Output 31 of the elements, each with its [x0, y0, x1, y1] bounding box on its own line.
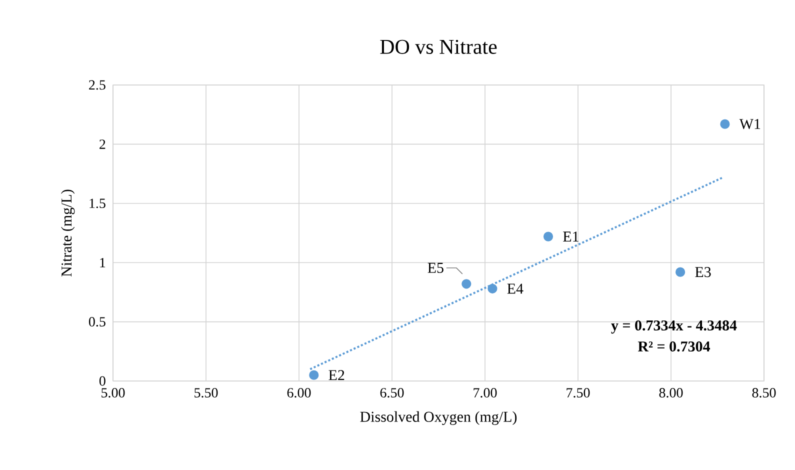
- x-tick-label: 7.50: [566, 388, 590, 398]
- annotation: y = 0.7334x - 4.3484: [611, 320, 737, 334]
- x-tick-label: 6.00: [287, 388, 311, 398]
- annotation: E2: [328, 370, 344, 380]
- x-tick-label: 5.50: [194, 388, 218, 398]
- y-tick-label: 0: [99, 376, 106, 386]
- y-tick-label: 2.5: [89, 80, 106, 90]
- point: [543, 232, 554, 242]
- x-tick-label: 8.00: [659, 388, 683, 398]
- y-axis-title: Nitrate (mg/L): [61, 190, 75, 276]
- point: [488, 284, 498, 294]
- y-tick-label: 1: [100, 258, 106, 268]
- annotation: E5: [428, 262, 444, 273]
- annotation: E4: [507, 284, 524, 294]
- y-tick-label: 1.5: [90, 198, 106, 208]
- x-axis-title: Dissolved Oxygen (mg/L): [360, 411, 517, 425]
- point: [462, 279, 472, 289]
- annotation: E3: [695, 267, 711, 278]
- point: [309, 370, 319, 380]
- x-tick-label: 8.50: [752, 388, 776, 398]
- x-tick-label: 6.50: [380, 388, 404, 398]
- y-tick-label: 0.5: [88, 317, 106, 327]
- chart-title: DO vs Nitrate: [380, 40, 497, 54]
- point: [676, 267, 686, 277]
- x-tick-label: 5.00: [102, 388, 125, 398]
- point: [720, 119, 730, 129]
- annotation: W1: [739, 118, 760, 130]
- annotation: E1: [563, 232, 578, 242]
- y-tick-label: 2: [100, 140, 106, 149]
- annotation: R² = 0.7304: [638, 341, 710, 352]
- x-tick-label: 7.00: [474, 388, 497, 398]
